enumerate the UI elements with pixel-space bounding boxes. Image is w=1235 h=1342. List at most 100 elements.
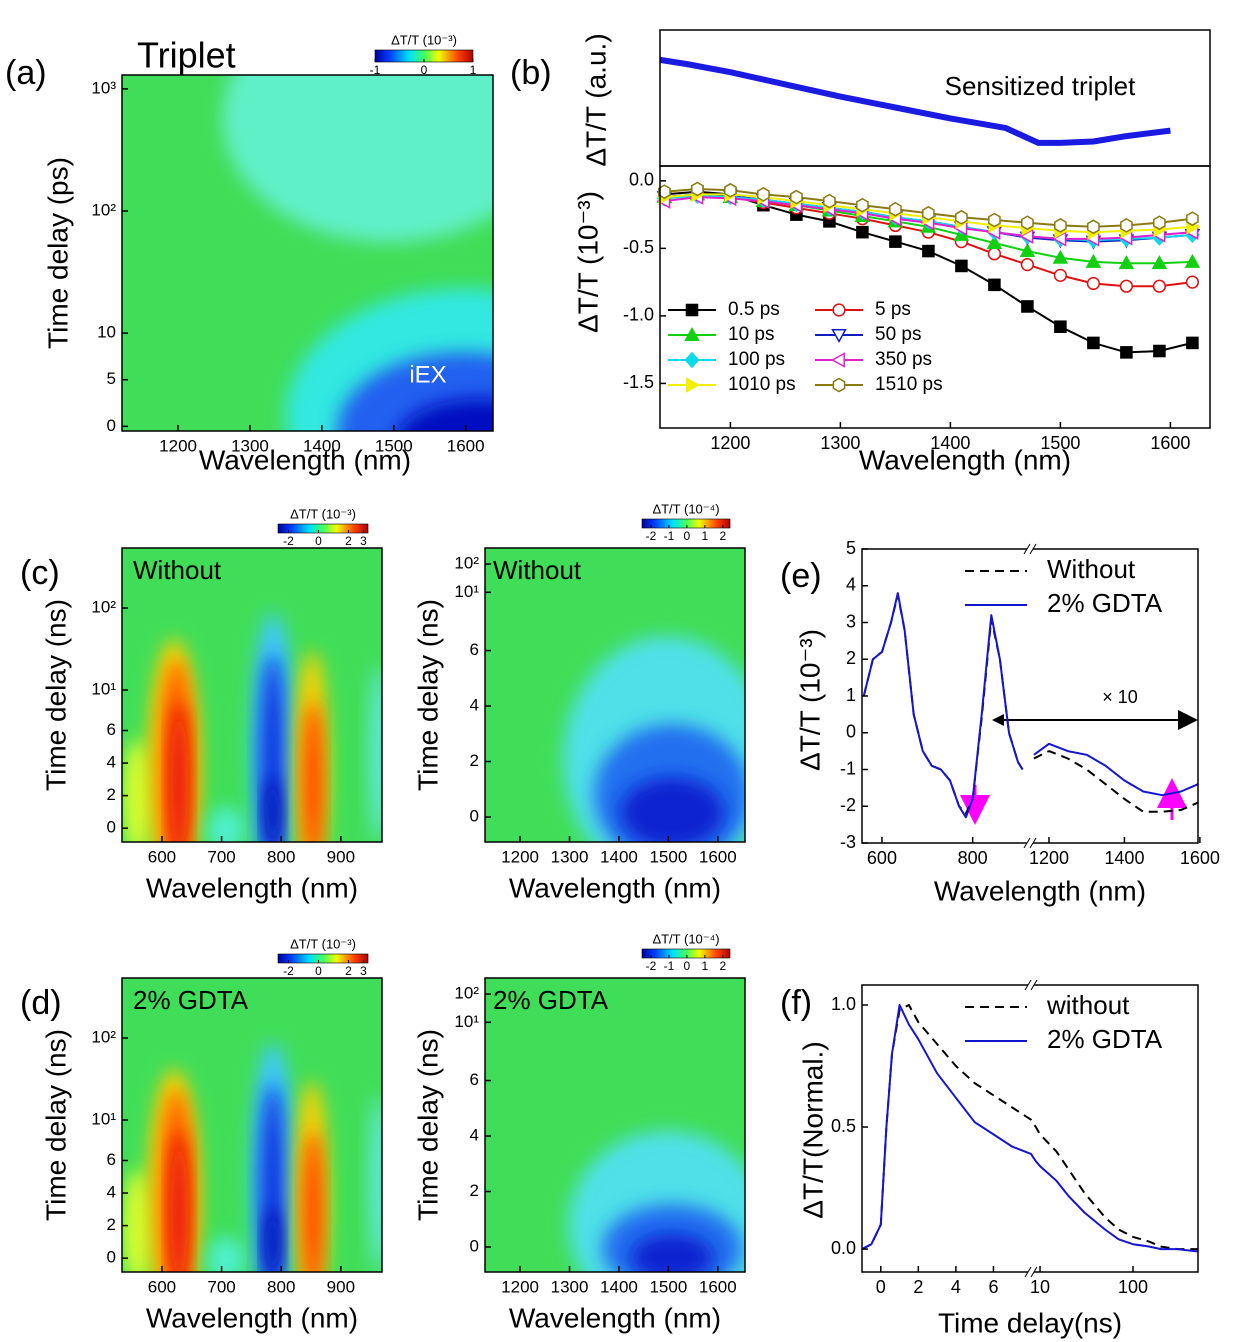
x-tick-label: 600 bbox=[867, 848, 897, 868]
y-tick-label: 0 bbox=[107, 416, 116, 435]
colorbar-tick-label: -2 bbox=[646, 529, 657, 543]
legend-label: Without bbox=[1047, 554, 1136, 584]
heatmap-feature bbox=[207, 806, 245, 842]
y-tick-label: -1 bbox=[840, 758, 856, 778]
series-line bbox=[659, 56, 1171, 146]
y-tick-label: 5 bbox=[107, 369, 116, 388]
marker bbox=[1185, 275, 1200, 289]
heatmap-feature bbox=[259, 653, 286, 842]
colorbar-tick-label: 1 bbox=[702, 529, 709, 543]
x-tick-label: 1300 bbox=[551, 1277, 589, 1296]
arrow-head bbox=[992, 714, 1004, 726]
y-tick-label: 6 bbox=[107, 720, 116, 739]
y-tick-label: 10³ bbox=[91, 78, 116, 97]
colorbar-label: ΔT/T (10⁻³) bbox=[391, 32, 457, 47]
y-axis-label: ΔT/T (10⁻³) bbox=[572, 191, 603, 333]
y-tick-label: 4 bbox=[107, 753, 116, 772]
x-axis-label: Wavelength (nm) bbox=[146, 1302, 358, 1333]
marker bbox=[987, 247, 1002, 261]
annotation: Without bbox=[493, 555, 582, 585]
annotation: 2% GDTA bbox=[493, 985, 609, 1015]
x-tick-label: 1300 bbox=[231, 436, 269, 455]
y-tick-label: -0.5 bbox=[623, 237, 654, 257]
x-tick-label: 800 bbox=[267, 847, 295, 866]
heatmap-feature bbox=[620, 777, 725, 842]
x-tick-label: 1200 bbox=[1029, 848, 1069, 868]
y-axis-label: ΔT/T(Normal.) bbox=[797, 1041, 828, 1218]
series-line bbox=[862, 593, 1199, 815]
marker bbox=[988, 278, 1001, 292]
annotation: Without bbox=[133, 555, 222, 585]
marker bbox=[1087, 219, 1100, 235]
y-tick-label: 0 bbox=[846, 722, 856, 742]
legend-label: 2% GDTA bbox=[1047, 588, 1163, 618]
marker bbox=[1053, 268, 1068, 282]
colorbar-tick-label: -1 bbox=[664, 959, 675, 973]
colorbar-tick-label: 3 bbox=[360, 964, 367, 978]
x-tick-label: 900 bbox=[327, 1277, 355, 1296]
heatmap-feature bbox=[222, 75, 493, 243]
panel-label: (f) bbox=[780, 984, 812, 1022]
plot-frame bbox=[121, 74, 494, 432]
heatmap-feature bbox=[369, 665, 382, 842]
plot-frame bbox=[121, 977, 383, 1273]
colorbar-tick-label: 0 bbox=[684, 529, 691, 543]
axis-break bbox=[1023, 543, 1031, 555]
heatmap-feature bbox=[265, 1207, 281, 1272]
plot-frame bbox=[121, 547, 383, 843]
y-tick-label: 10² bbox=[91, 598, 116, 617]
marker bbox=[922, 244, 935, 258]
x-tick-label: 1300 bbox=[820, 433, 860, 453]
y-tick-label: -1.0 bbox=[623, 305, 654, 325]
y-axis-label: ΔT/T (10⁻³) bbox=[794, 629, 825, 771]
x-tick-label: 600 bbox=[148, 847, 176, 866]
colorbar-tick-label: 1 bbox=[470, 63, 477, 77]
x-tick-label: 1600 bbox=[447, 436, 485, 455]
x-tick-label: 1200 bbox=[501, 1277, 539, 1296]
x-tick-label: 1200 bbox=[501, 847, 539, 866]
legend-marker bbox=[832, 303, 846, 317]
y-tick-label: 2 bbox=[107, 1215, 116, 1234]
x-axis-label: Wavelength (nm) bbox=[509, 1302, 721, 1333]
y-tick-label: 0 bbox=[107, 818, 116, 837]
y-tick-label: -1.5 bbox=[623, 372, 654, 392]
x-tick-label: 1400 bbox=[930, 433, 970, 453]
marker bbox=[1153, 344, 1166, 358]
colorbar-tick-label: -1 bbox=[370, 63, 381, 77]
x-tick-label: 1600 bbox=[1180, 848, 1220, 868]
legend-marker bbox=[684, 351, 700, 369]
marker bbox=[1052, 249, 1069, 264]
x-axis-label: Wavelength (nm) bbox=[859, 444, 1071, 475]
y-tick-label: 0 bbox=[107, 1248, 116, 1267]
y-tick-label: 4 bbox=[107, 1183, 116, 1202]
marker bbox=[1152, 279, 1167, 293]
y-axis-label: Time delay (ns) bbox=[40, 599, 71, 791]
marker bbox=[1120, 218, 1133, 233]
x-tick-label: 1500 bbox=[375, 436, 413, 455]
marker bbox=[1052, 231, 1067, 247]
marker bbox=[986, 234, 1003, 249]
axis-break bbox=[1023, 837, 1031, 849]
x-tick-label: 1600 bbox=[699, 1277, 737, 1296]
axis-break bbox=[1030, 1266, 1038, 1278]
colorbar-tick-label: 3 bbox=[360, 534, 367, 548]
annotation: × 10 bbox=[1102, 687, 1138, 707]
x-tick-label: 1500 bbox=[1040, 433, 1080, 453]
marker bbox=[790, 189, 803, 205]
marker bbox=[1120, 346, 1133, 359]
x-tick-label: 1400 bbox=[600, 847, 638, 866]
y-tick-label: 2 bbox=[470, 751, 479, 770]
y-tick-label: 4 bbox=[470, 1126, 479, 1145]
y-tick-label: 3 bbox=[846, 611, 856, 631]
marker bbox=[1186, 336, 1199, 350]
legend-label: 5 ps bbox=[875, 299, 911, 320]
x-tick-label: 1300 bbox=[551, 847, 589, 866]
heatmap-feature bbox=[304, 1130, 323, 1272]
chart-title: Triplet bbox=[137, 35, 236, 76]
marker bbox=[724, 182, 737, 198]
x-axis-label: Wavelength (nm) bbox=[199, 444, 411, 475]
marker bbox=[1021, 300, 1034, 313]
panel-label: (c) bbox=[20, 554, 60, 592]
marker bbox=[1054, 320, 1067, 333]
